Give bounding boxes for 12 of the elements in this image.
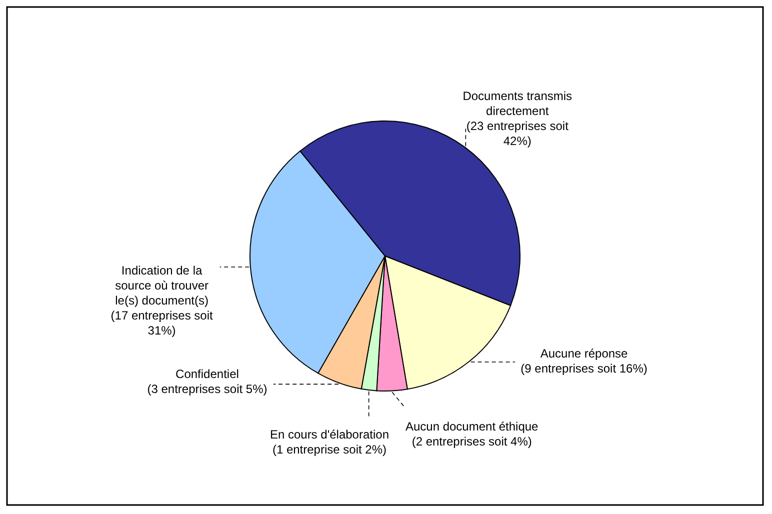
data-label: (23 entreprises soit 42%) <box>466 118 570 148</box>
slice-label: Confidentiel <box>176 367 239 382</box>
slice-label: Aucune réponse <box>540 346 628 360</box>
data-label: (17 entreprises soit 31%) <box>110 308 214 338</box>
slice-label: Indication de la source où trouver le(s) document(s) <box>115 263 208 308</box>
data-label: (3 entreprises soit 5%) <box>147 382 268 396</box>
data-label: (1 entreprise soit 2%) <box>272 442 386 456</box>
slice-label: En cours d'élaboration <box>270 427 389 442</box>
data-label: (2 entreprises soit 4%) <box>412 434 532 448</box>
slice-label: Documents transmis directement <box>462 88 572 118</box>
data-label: (9 entreprises soit 16%) <box>520 361 648 376</box>
slice-label: Aucun document éthique <box>405 419 539 434</box>
